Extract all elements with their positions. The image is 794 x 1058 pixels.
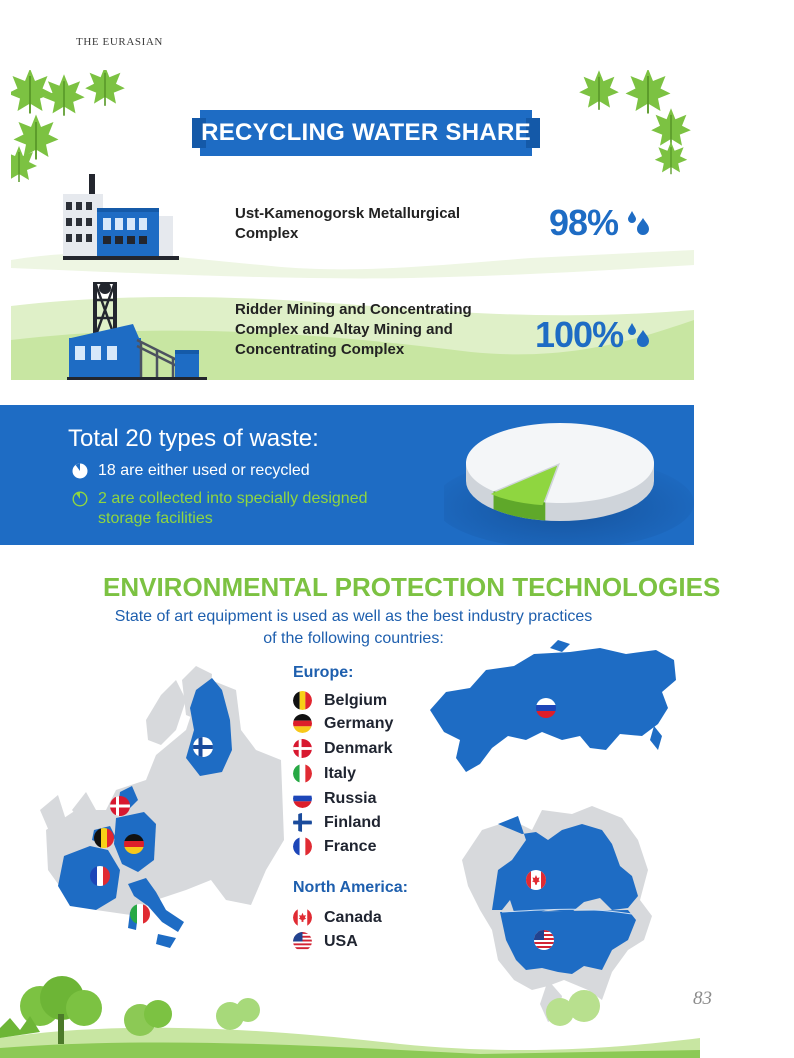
country-italy: Italy [293, 764, 356, 783]
country-russia: Russia [293, 789, 376, 808]
waste-item-recycled: 18 are either used or recycled [72, 461, 310, 481]
water-share-percent-ridder-altay: 100% [535, 314, 624, 355]
country-usa: USA [293, 932, 358, 951]
pie-large-share-icon [72, 463, 88, 479]
russia-flag-icon [293, 789, 312, 808]
recycling-water-section: RECYCLING WATER SHARE Ust-Kamenogorsk Me… [11, 70, 694, 380]
maple-leaves-right-icon [578, 70, 692, 175]
country-belgium: Belgium [293, 691, 387, 710]
belgium-flag-icon [293, 691, 312, 710]
waste-item-text: 2 are collected into specially designed … [98, 490, 368, 527]
usa-flag-icon [293, 932, 312, 951]
recycling-water-title: RECYCLING WATER SHARE [192, 110, 540, 156]
waste-pie-chart [444, 423, 694, 545]
waste-total-title: Total 20 types of waste: [68, 425, 319, 452]
waste-item-text: 18 are either used or recycled [98, 462, 310, 479]
pie-side [466, 463, 654, 521]
water-drops-icon [628, 323, 649, 347]
finland-flag-icon [293, 813, 312, 832]
metallurgical-plant-icon [63, 174, 179, 260]
france-flag-icon [293, 837, 312, 856]
country-france: France [293, 837, 376, 856]
water-share-percent-ust-kamenogorsk: 98% [549, 202, 619, 243]
pie-slice-used [465, 423, 654, 503]
tech-section-subtitle: State of art equipment is used as well a… [114, 608, 593, 647]
waste-types-section: Total 20 types of waste: 18 are either u… [0, 405, 694, 545]
pie-slice-stored-side [493, 491, 546, 521]
country-canada: Canada [293, 908, 382, 927]
map-flag-markers [90, 737, 213, 924]
plant-name-ust-kamenogorsk: Ust-Kamenogorsk Metallurgical Complex [235, 205, 461, 242]
pie-small-share-icon [72, 491, 88, 507]
page-number: 83 [693, 988, 712, 1009]
water-drops-icon [628, 211, 649, 235]
publication-name: THE EURASIAN [76, 36, 163, 48]
north-america-heading: North America: [293, 879, 408, 896]
trees-landscape-decoration [0, 976, 700, 1058]
russia-map [430, 640, 676, 772]
maple-leaves-left-icon [11, 70, 126, 183]
germany-flag-icon [293, 714, 312, 733]
country-denmark: Denmark [293, 739, 392, 758]
waste-item-stored: 2 are collected into specially designed … [72, 489, 368, 529]
plant-name-ridder-altay: Ridder Mining and Concentrating Complex … [235, 301, 472, 358]
denmark-flag-icon [293, 739, 312, 758]
europe-map [40, 666, 284, 948]
europe-heading: Europe: [293, 664, 354, 681]
pie-slice-stored [490, 465, 558, 506]
italy-flag-icon [293, 764, 312, 783]
mining-headframe-icon [67, 282, 207, 380]
canada-flag-icon [293, 908, 312, 927]
country-finland: Finland [293, 813, 381, 832]
north-america-map [462, 806, 652, 1022]
country-germany: Germany [293, 714, 393, 733]
